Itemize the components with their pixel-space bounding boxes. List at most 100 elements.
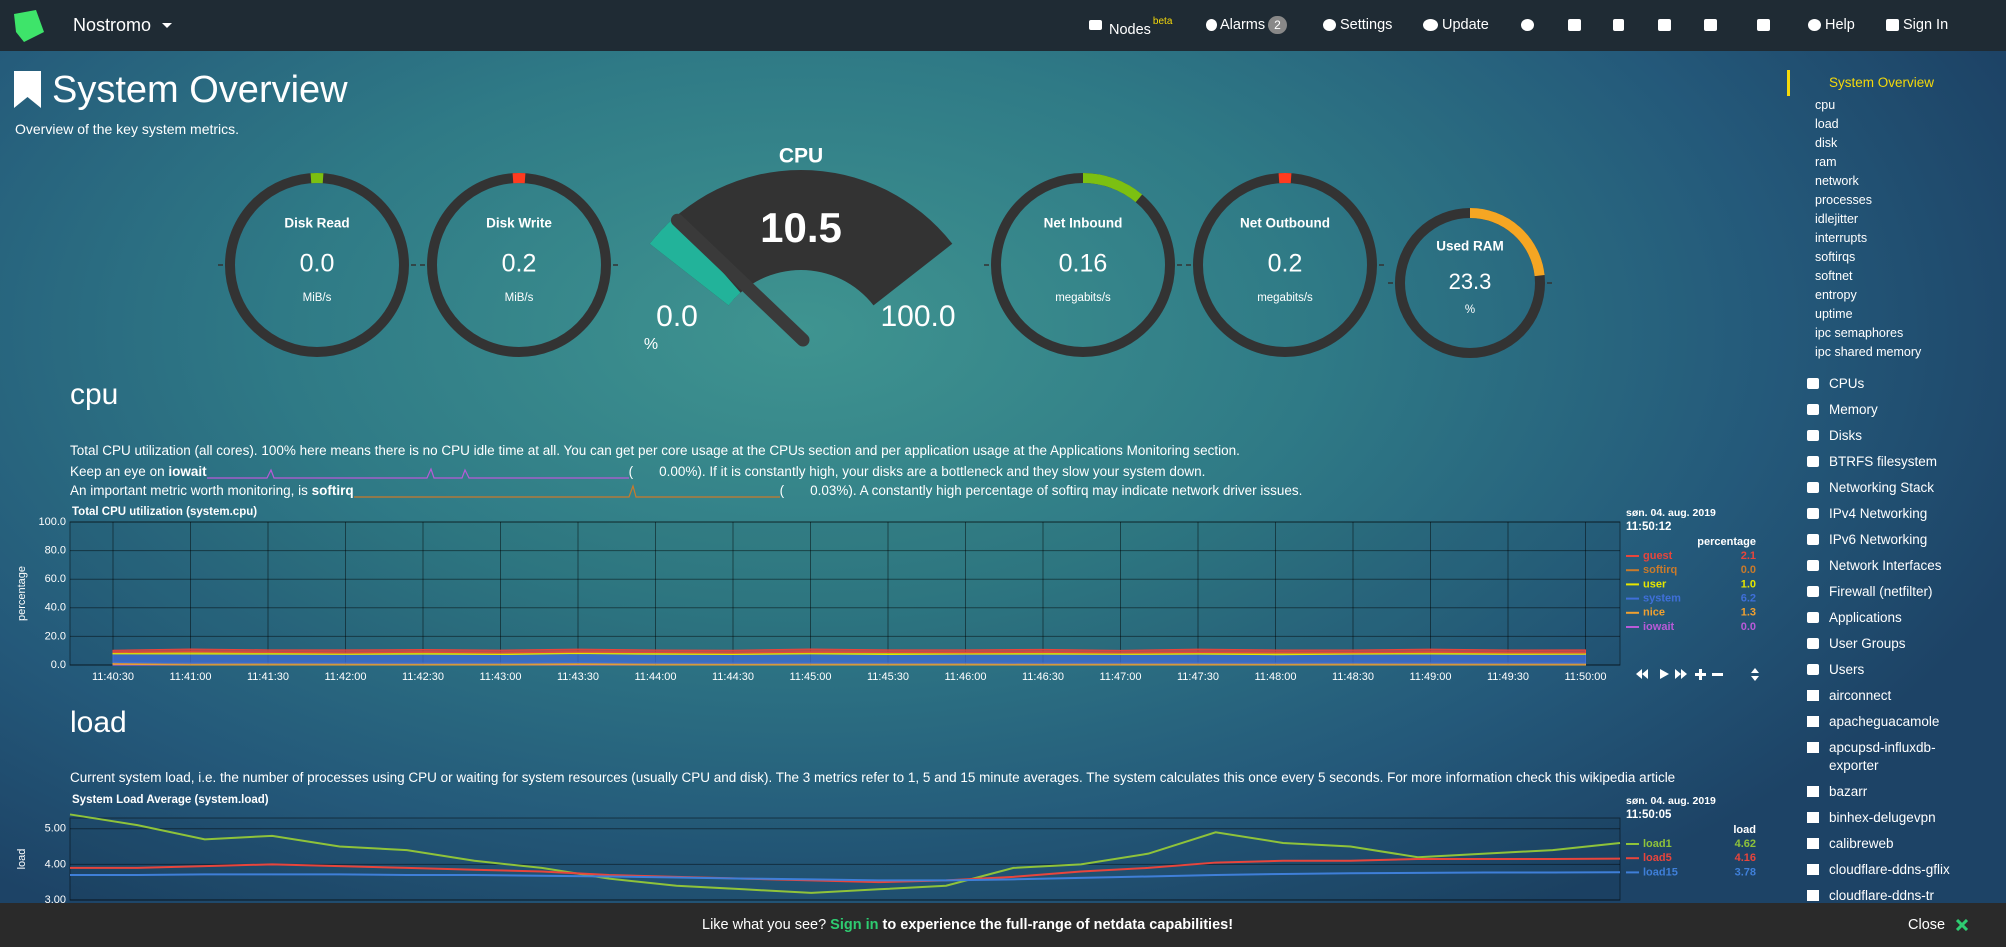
- legend-value: 0.0: [1741, 564, 1756, 576]
- sidebar-active[interactable]: System Overview: [1829, 75, 1935, 90]
- x-tick-label: 11:41:00: [169, 671, 211, 683]
- sidebar-section[interactable]: Applications: [1787, 605, 1964, 631]
- sidebar-section[interactable]: cloudflare-ddns-tr: [1787, 883, 1964, 903]
- sidebar-section[interactable]: apcupsd-influxdb-exporter: [1787, 735, 1964, 779]
- section-note: Keep an eye on iowait (0.00%). If it is c…: [70, 462, 1205, 482]
- toolbox-button[interactable]: [1660, 669, 1669, 679]
- sidebar-section[interactable]: cloudflare-ddns-gflix: [1787, 857, 1964, 883]
- sidebar-section[interactable]: Disks: [1787, 423, 1964, 449]
- sidebar-section[interactable]: apacheguacamole: [1787, 709, 1964, 735]
- section-icon: [1807, 456, 1819, 467]
- x-tick-label: 11:44:30: [712, 671, 754, 683]
- sidebar-section[interactable]: binhex-delugevpn: [1787, 805, 1964, 831]
- toolbox-button[interactable]: [1636, 669, 1648, 679]
- section-label: CPUs: [1829, 376, 1865, 391]
- gauge-title: Net Inbound: [1044, 216, 1123, 231]
- sidebar-subitem[interactable]: softirqs: [1815, 250, 1856, 264]
- sidebar-section[interactable]: CPUs: [1787, 371, 1964, 397]
- legend-value: 1.3: [1741, 607, 1756, 619]
- update-menu[interactable]: Update: [1442, 17, 1489, 33]
- x-tick-label: 11:47:30: [1177, 671, 1219, 683]
- toolbox-button[interactable]: [1695, 669, 1706, 680]
- sidebar-section[interactable]: IPv4 Networking: [1787, 501, 1964, 527]
- legend-name: load1: [1643, 838, 1672, 850]
- sidebar-section[interactable]: Users: [1787, 657, 1964, 683]
- section-icon: [1807, 838, 1819, 849]
- sidebar-section[interactable]: Networking Stack: [1787, 475, 1964, 501]
- sidebar-subitem[interactable]: cpu: [1815, 98, 1836, 112]
- twitter-icon[interactable]: [1568, 19, 1581, 31]
- page-title: System Overview: [52, 69, 348, 111]
- legend-units: load: [1733, 824, 1756, 836]
- note-value: 0.03%: [810, 483, 849, 498]
- close-icon[interactable]: [1956, 919, 1968, 931]
- alarms-count: 2: [1268, 16, 1287, 34]
- x-tick-label: 11:43:30: [557, 671, 599, 683]
- sidebar-section[interactable]: Memory: [1787, 397, 1964, 423]
- help-menu[interactable]: Help: [1825, 17, 1855, 33]
- signin-banner: Like what you see? Sign in to experience…: [0, 903, 2006, 947]
- gauge-arc: [1082, 173, 1143, 203]
- banner-link[interactable]: Sign in: [830, 917, 879, 933]
- sidebar-section[interactable]: User Groups: [1787, 631, 1964, 657]
- section-icon: [1807, 864, 1819, 875]
- sidebar-subitem[interactable]: load: [1815, 117, 1839, 131]
- github-icon[interactable]: [1521, 19, 1534, 31]
- x-tick-label: 11:49:30: [1487, 671, 1529, 683]
- nodes-label: Nodes: [1109, 21, 1151, 38]
- sidebar-subitem[interactable]: ram: [1815, 155, 1837, 169]
- sidebar-subitem[interactable]: softnet: [1815, 269, 1853, 283]
- sidebar-subitem[interactable]: idlejitter: [1815, 212, 1859, 226]
- sidebar-subitem[interactable]: processes: [1815, 193, 1872, 207]
- logo[interactable]: [10, 6, 50, 46]
- legend-name: load15: [1643, 866, 1678, 878]
- sidebar-section[interactable]: BTRFS filesystem: [1787, 449, 1964, 475]
- banner-text: Like what you see?: [702, 917, 827, 933]
- sidebar-section[interactable]: calibreweb: [1787, 831, 1964, 857]
- section-label: apcupsd-influxdb-exporter: [1829, 740, 1936, 773]
- gauge-value: 0.16: [1059, 250, 1108, 278]
- facebook-icon[interactable]: [1613, 19, 1624, 31]
- sidebar-section[interactable]: bazarr: [1787, 779, 1964, 805]
- nodes-menu[interactable]: Nodesbeta: [1109, 0, 1172, 56]
- section-label: Applications: [1829, 610, 1902, 625]
- beta-badge: beta: [1152, 16, 1173, 27]
- x-tick-label: 11:47:00: [1099, 671, 1141, 683]
- sidebar-section[interactable]: airconnect: [1787, 683, 1964, 709]
- cpu-gauge-fill: [649, 217, 741, 306]
- gauge-value: 0.2: [1268, 250, 1303, 278]
- x-tick-label: 11:42:30: [402, 671, 444, 683]
- upload-icon[interactable]: [1704, 19, 1717, 31]
- sidebar-subitem[interactable]: uptime: [1815, 307, 1853, 321]
- sidebar-section[interactable]: Firewall (netfilter): [1787, 579, 1964, 605]
- sidebar-section[interactable]: Network Interfaces: [1787, 553, 1964, 579]
- brand[interactable]: Nostromo: [73, 15, 152, 35]
- section-label: Networking Stack: [1829, 480, 1935, 495]
- gauge-arc: [1469, 208, 1545, 277]
- sidebar-subitem[interactable]: entropy: [1815, 288, 1857, 302]
- settings-menu[interactable]: Settings: [1340, 17, 1393, 33]
- toolbox-button[interactable]: [1675, 669, 1687, 679]
- sidebar-subitem[interactable]: disk: [1815, 136, 1838, 150]
- gauge-title: Disk Read: [284, 216, 349, 231]
- sidebar-subitem[interactable]: ipc shared memory: [1815, 345, 1922, 359]
- sidebar-subitem[interactable]: ipc semaphores: [1815, 326, 1904, 340]
- toolbox-button[interactable]: [1751, 668, 1759, 681]
- toolbox-button[interactable]: [1712, 673, 1723, 676]
- bookmark-icon: [14, 71, 41, 108]
- section-icon: [1807, 560, 1819, 571]
- legend-date: søn. 04. aug. 2019: [1626, 507, 1716, 519]
- legend-date: søn. 04. aug. 2019: [1626, 795, 1716, 807]
- sidebar-subitem[interactable]: network: [1815, 174, 1859, 188]
- alarms-menu[interactable]: Alarms 2: [1220, 0, 1287, 51]
- sidebar-subitem[interactable]: interrupts: [1815, 231, 1868, 245]
- print-icon[interactable]: [1757, 19, 1770, 31]
- sidebar-section[interactable]: IPv6 Networking: [1787, 527, 1964, 553]
- signin-menu[interactable]: Sign In: [1903, 17, 1949, 33]
- gauge-unit: MiB/s: [303, 292, 332, 304]
- download-icon[interactable]: [1658, 19, 1671, 31]
- series-line: [70, 871, 1621, 882]
- banner-close[interactable]: Close: [1908, 917, 1946, 933]
- series-line: [70, 857, 1621, 884]
